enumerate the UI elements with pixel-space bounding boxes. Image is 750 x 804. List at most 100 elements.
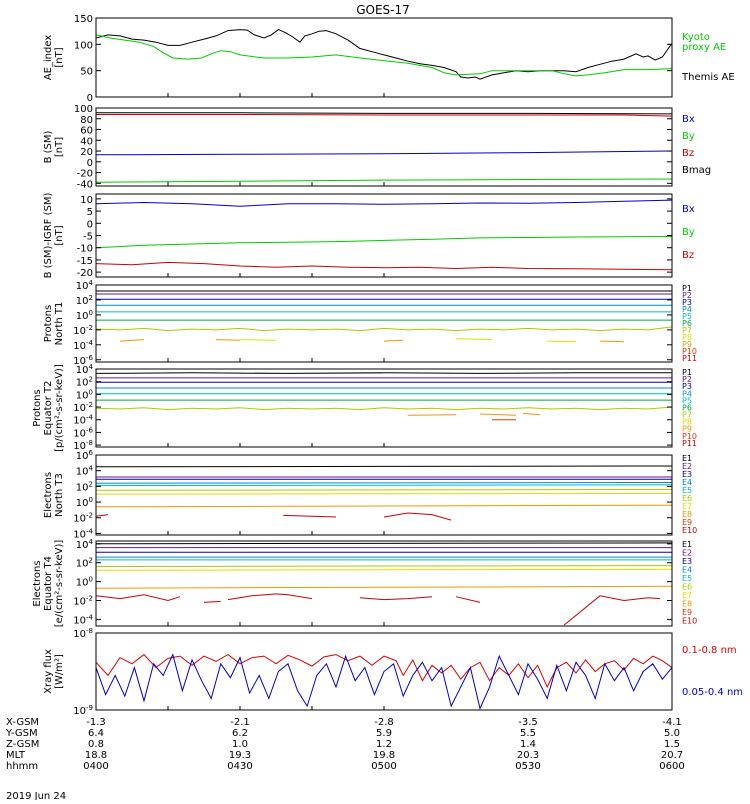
- series-pequator-p9-seg-2: [523, 412, 541, 416]
- ylabel-pequator-1: Equator T2: [43, 381, 54, 436]
- ylabel-xray-0: Xray flux: [43, 649, 54, 694]
- legend-eequator-3: E4: [682, 566, 692, 575]
- ytick-label-enorth-2: 100: [76, 496, 93, 509]
- panel-eequator: 10-4 10-2 100 102 104 Electrons Equator T4 [e/(…: [32, 538, 697, 627]
- legend-eequator-2: E3: [682, 557, 692, 566]
- xaxis-row-label-1: Y-GSM: [5, 728, 38, 739]
- panel-pnorth: 10-6 10-4 10-2 100 102 104 Protons North T1 P1P2…: [43, 279, 697, 367]
- series-eequator-e7-seg-0: [96, 568, 672, 571]
- xaxis-value-4-4: 0600: [659, 761, 684, 772]
- legend-pnorth-8: P9: [682, 340, 692, 349]
- series-eequator-e6-seg-0: [96, 565, 672, 567]
- ytick-label-ae-2: 100: [74, 40, 93, 51]
- legend-eequator-4: E5: [682, 574, 692, 583]
- xaxis-value-3-0: 18.8: [85, 750, 107, 761]
- legend-eequator-7: E8: [682, 600, 692, 609]
- series-group-xray: [96, 653, 672, 710]
- legend-pequator-4: P5: [682, 396, 692, 405]
- ylabel-eequator-0: Electrons: [32, 560, 43, 606]
- ytick-label-pequator-1: 10-6: [73, 426, 93, 439]
- ytick-label-eequator-0: 10-4: [73, 613, 93, 626]
- legend-pnorth-7: P8: [682, 333, 692, 342]
- legend-pnorth-4: P5: [682, 312, 692, 321]
- legend-pnorth-2: P3: [682, 298, 692, 307]
- ytick-label-bsm-1: -20: [77, 169, 93, 180]
- series-group-eequator: [96, 542, 672, 626]
- frame-eequator: [95, 540, 673, 627]
- xaxis-row-label-3: MLT: [6, 750, 26, 761]
- series-xray-0-1-0-8-nm-seg-0: [96, 653, 672, 689]
- ytick-label-eequator-1: 10-2: [73, 595, 93, 608]
- series-pnorth-p8-seg-0: [239, 339, 277, 341]
- ytick-label-ae-0: 0: [87, 93, 93, 104]
- ylabel-ae-0: AE_index: [43, 35, 54, 81]
- series-eequator-e10-seg-2: [227, 593, 313, 601]
- series-enorth-e10-seg-0: [96, 514, 109, 517]
- ylabel-bigrf-1: [nT]: [54, 225, 65, 245]
- legend-enorth-9: E10: [682, 526, 697, 535]
- ytick-label-pnorth-2: 10-2: [73, 324, 93, 337]
- ytick-label-bsm-0: -40: [77, 179, 93, 190]
- legend-bsm-2: Bz: [682, 148, 694, 159]
- series-eequator-e8-seg-0: [96, 585, 672, 589]
- series-bsm-bz-seg-0: [96, 114, 672, 117]
- ytick-label-bsm-2: 0: [87, 158, 93, 169]
- xaxis-row-label-2: Z-GSM: [6, 739, 39, 750]
- series-enorth-e8-seg-0: [96, 504, 672, 508]
- frame-pnorth: [95, 284, 673, 363]
- legend-pnorth-5: P6: [682, 319, 692, 328]
- xaxis-value-2-2: 1.2: [376, 739, 392, 750]
- frame-bsm: [95, 107, 673, 187]
- ytick-label-ae-1: 50: [80, 67, 93, 78]
- legend-pnorth-0: P1: [682, 284, 692, 293]
- ytick-label-pnorth-3: 100: [76, 309, 93, 322]
- ytick-label-ae-3: 150: [74, 14, 93, 25]
- ytick-label-pequator-3: 10-2: [73, 401, 93, 414]
- legend-pequator-8: P9: [682, 425, 692, 434]
- series-group-bsm: [96, 112, 672, 183]
- ytick-label-enorth-5: 106: [76, 449, 94, 462]
- series-pnorth-p9-seg-2: [383, 339, 404, 342]
- legend-bigrf-1: By: [682, 227, 695, 238]
- legend-pequator-9: P10: [682, 432, 697, 441]
- xaxis-value-2-4: 1.5: [664, 739, 680, 750]
- legend-pequator-0: P1: [682, 368, 692, 377]
- xaxis-value-1-2: 5.9: [376, 728, 392, 739]
- legend-enorth-2: E3: [682, 470, 692, 479]
- legend-eequator-1: E2: [682, 549, 692, 558]
- series-bigrf-by-seg-0: [96, 236, 672, 249]
- ylabel-pnorth-0: Protons: [43, 305, 54, 342]
- series-pnorth-p9-seg-3: [599, 340, 625, 343]
- legend-pequator-5: P6: [682, 403, 692, 412]
- xaxis-value-3-3: 20.3: [517, 750, 539, 761]
- legend-xray-0: 0.1-0.8 nm: [682, 645, 737, 656]
- xaxis-row-label-0: X-GSM: [6, 717, 39, 728]
- ylabel-enorth-1: North T3: [54, 473, 65, 517]
- ytick-label-pequator-2: 10-4: [73, 414, 93, 427]
- series-pnorth-p8-seg-2: [547, 340, 577, 343]
- ytick-label-pequator-5: 102: [76, 376, 93, 389]
- legend-ae-2: Themis AE: [681, 72, 735, 83]
- series-bsm-bmag-seg-0: [96, 112, 672, 115]
- legend-enorth-5: E6: [682, 494, 692, 503]
- date-label: 2019 Jun 24: [6, 791, 66, 800]
- legend-pequator-3: P4: [682, 389, 692, 398]
- ytick-label-bsm-4: 40: [80, 136, 93, 147]
- xaxis-value-4-1: 0430: [227, 761, 252, 772]
- legend-pnorth-10: P11: [682, 354, 697, 363]
- ylabel-pequator-0: Protons: [32, 389, 43, 426]
- legend-eequator-6: E7: [682, 591, 692, 600]
- series-enorth-e5-seg-0: [96, 484, 672, 487]
- ytick-label-bsm-5: 60: [80, 126, 93, 137]
- series-pequator-p9-seg-0: [407, 414, 457, 416]
- ytick-label-pequator-6: 104: [76, 363, 94, 376]
- series-enorth-e7-seg-0: [96, 492, 672, 495]
- legend-eequator-9: E10: [682, 617, 697, 626]
- panel-xray: 10-9 10-8 Xray flux [W/m²] 0.1-0.8 nm 0.05-0.…: [43, 627, 743, 717]
- frame-ae: [95, 17, 673, 98]
- xaxis-value-0-4: -4.1: [662, 717, 682, 728]
